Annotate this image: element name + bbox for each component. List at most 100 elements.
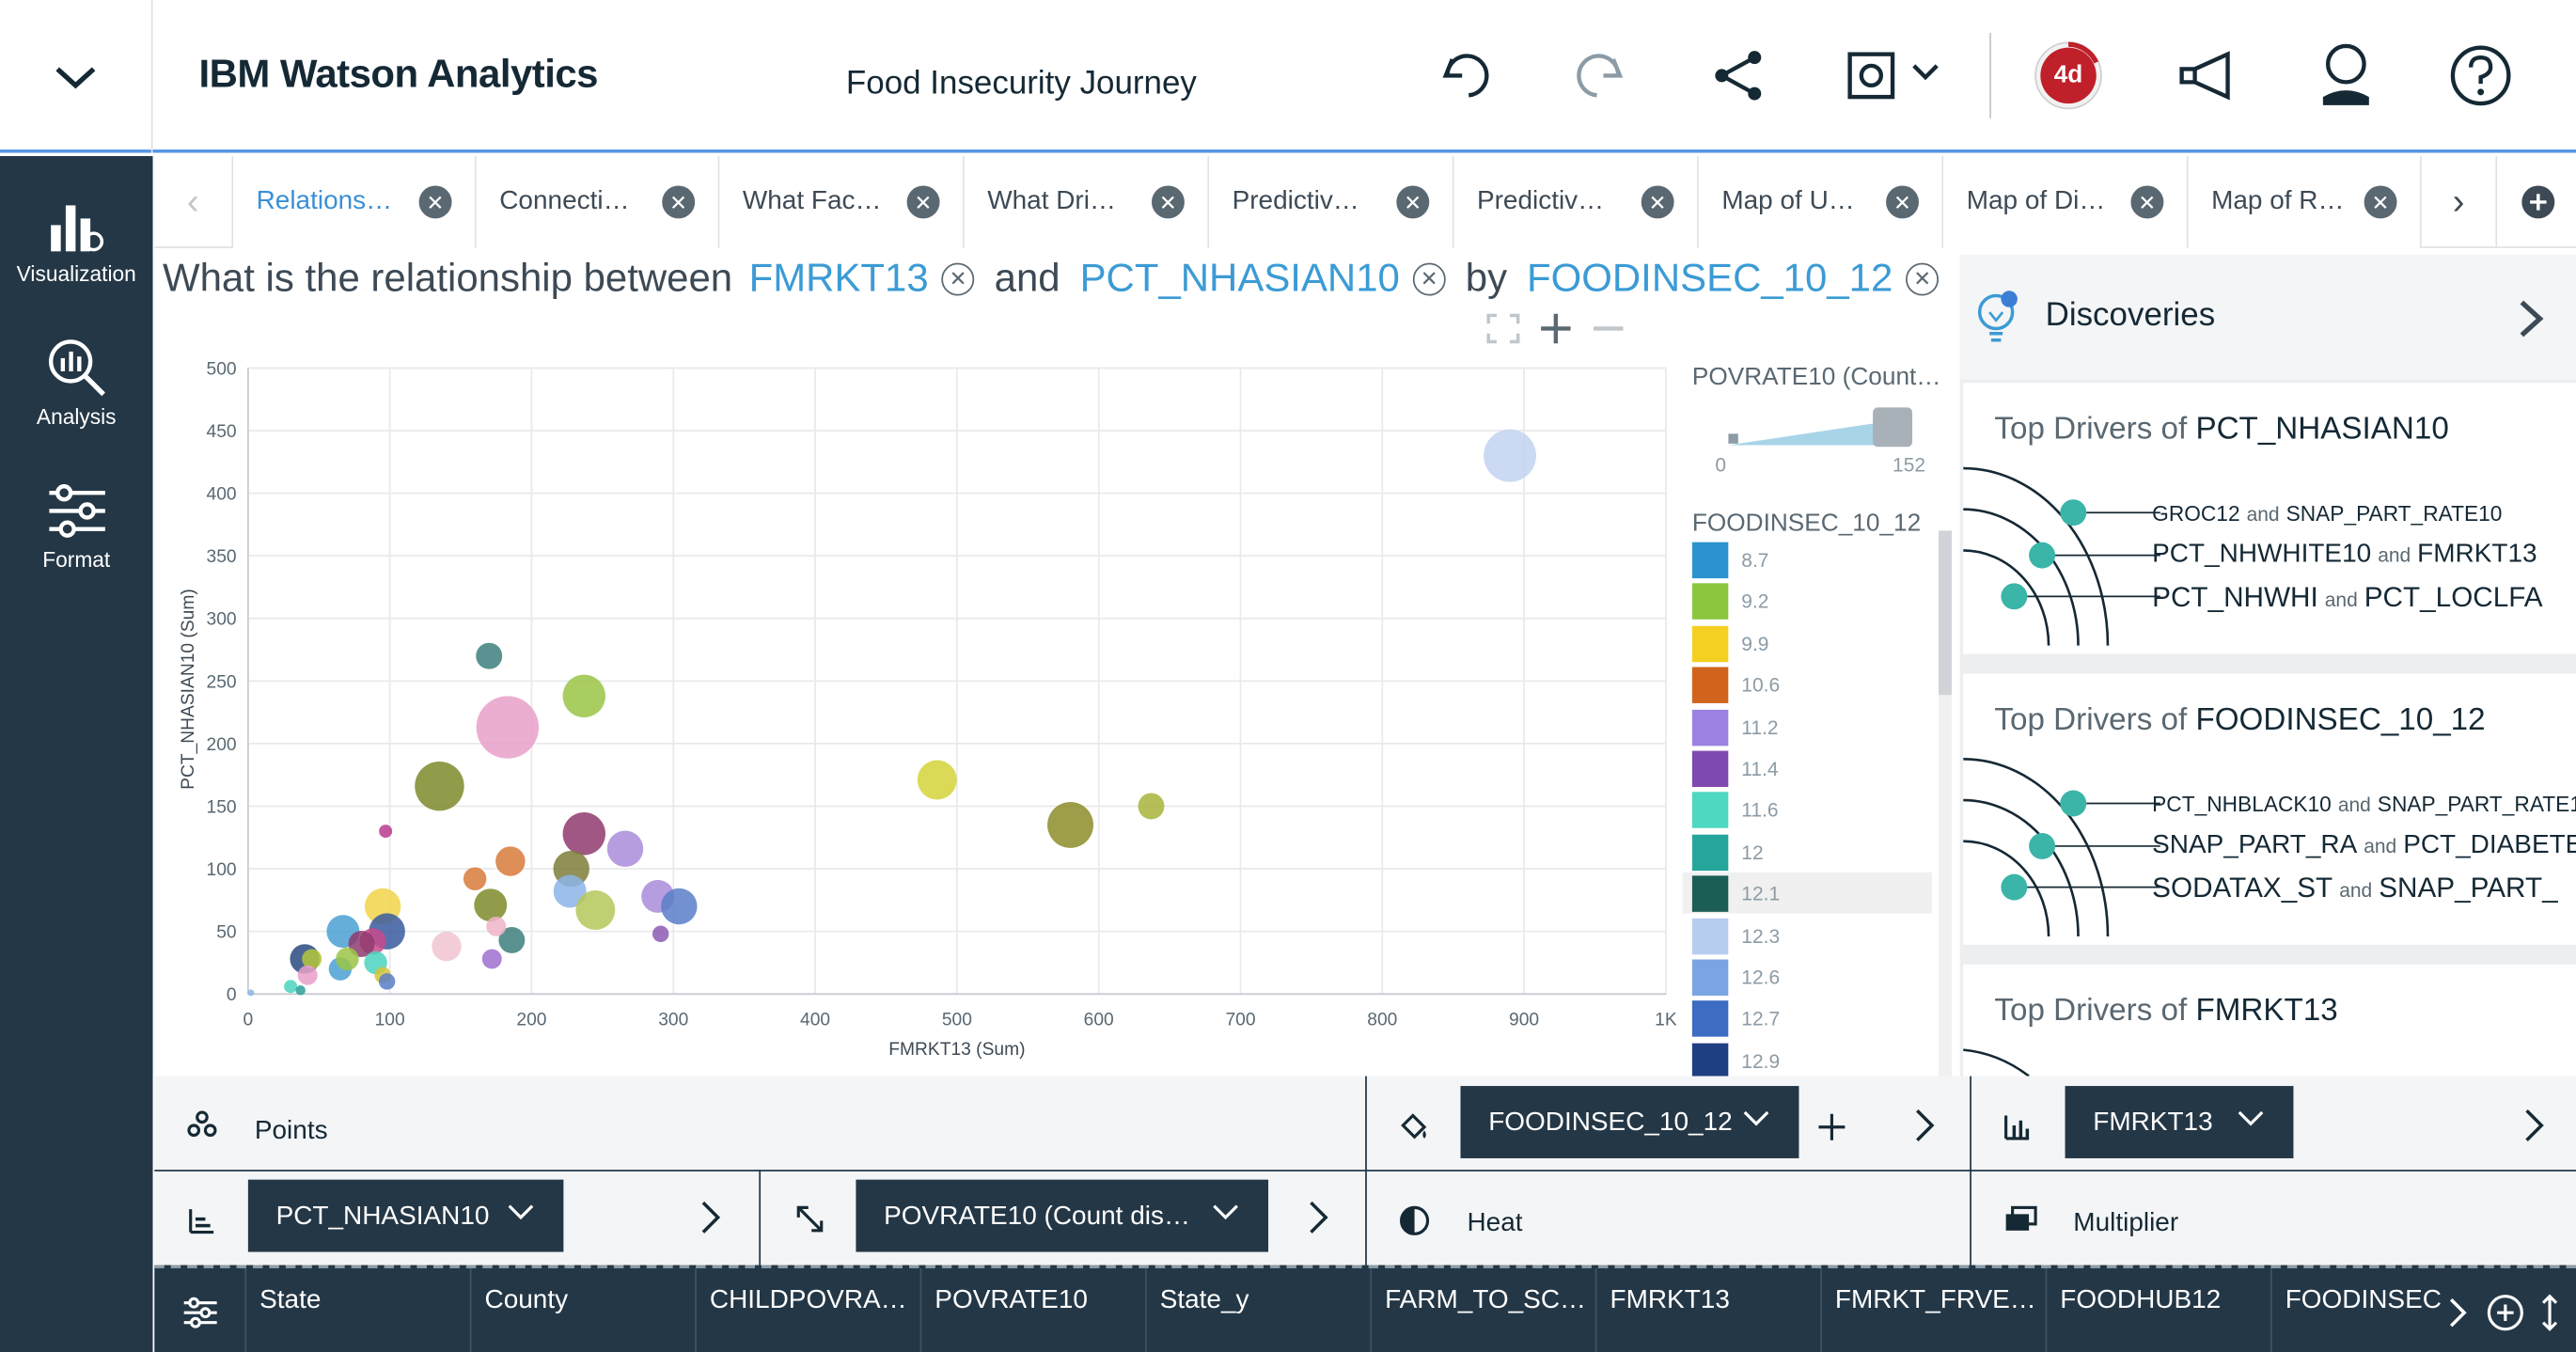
tab-map-u[interactable]: Map of U… ✕: [1698, 156, 1944, 248]
remove-field-icon[interactable]: ✕: [1412, 262, 1446, 296]
legend-item[interactable]: 9.9: [1682, 622, 1932, 664]
close-icon[interactable]: ✕: [2364, 185, 2397, 219]
announcements-button[interactable]: [2172, 39, 2244, 112]
legend-item[interactable]: 12.6: [1682, 956, 1932, 998]
legend-item[interactable]: 11.6: [1682, 789, 1932, 830]
zoom-in-button[interactable]: [1536, 310, 1576, 346]
nav-format[interactable]: Format: [0, 459, 153, 590]
discovery-card[interactable]: Top Drivers of FOODINSEC_10_12 PCT_NHBLA…: [1963, 673, 2576, 945]
legend-item[interactable]: 12.3: [1682, 915, 1932, 956]
tab-predictive-1[interactable]: Predictiv… ✕: [1209, 156, 1454, 248]
question-field-color[interactable]: FOODINSEC_10_12: [1527, 256, 1893, 301]
legend-scroll-thumb[interactable]: [1938, 530, 1952, 696]
column-header[interactable]: FOODHUB12: [2047, 1268, 2272, 1352]
data-point[interactable]: [379, 825, 393, 839]
share-button[interactable]: [1702, 39, 1774, 112]
y-field-pill[interactable]: PCT_NHASIAN10: [247, 1179, 564, 1252]
shelf-multiplier[interactable]: Multiplier: [1970, 1171, 2576, 1266]
document-title[interactable]: Food Insecurity Journey: [845, 65, 1197, 102]
undo-button[interactable]: [1429, 39, 1501, 112]
legend-item[interactable]: 11.4: [1682, 747, 1932, 789]
column-header[interactable]: County: [472, 1268, 697, 1352]
data-point[interactable]: [553, 874, 587, 908]
discovery-card[interactable]: Top Drivers of FMRKT13: [1963, 964, 2576, 1077]
legend-item[interactable]: 12.9: [1682, 1040, 1932, 1077]
data-point[interactable]: [575, 890, 616, 930]
shelf-heat[interactable]: Heat: [1365, 1171, 1970, 1266]
data-point[interactable]: [474, 888, 508, 922]
data-point[interactable]: [476, 696, 540, 759]
add-field-icon[interactable]: [1815, 1110, 1848, 1143]
close-icon[interactable]: ✕: [662, 185, 696, 219]
data-point[interactable]: [562, 812, 605, 856]
tab-what-factors[interactable]: What Fac… ✕: [719, 156, 965, 248]
user-button[interactable]: [2310, 39, 2382, 112]
question-field-y[interactable]: PCT_NHASIAN10: [1079, 256, 1400, 301]
data-point[interactable]: [661, 888, 698, 925]
column-header[interactable]: POVRATE10: [921, 1268, 1147, 1352]
tab-predictive-2[interactable]: Predictiv… ✕: [1453, 156, 1699, 248]
data-point[interactable]: [1047, 801, 1093, 848]
tab-scroll-right[interactable]: ›: [2422, 156, 2498, 248]
data-point[interactable]: [297, 965, 318, 985]
multiplier-field-pill[interactable]: FMRKT13: [2065, 1086, 2294, 1158]
discoveries-header[interactable]: Discoveries: [1959, 254, 2576, 380]
tab-scroll-left[interactable]: ‹: [154, 156, 234, 248]
column-header[interactable]: CHILDPOVRA…: [697, 1268, 922, 1352]
close-icon[interactable]: ✕: [2130, 185, 2164, 219]
data-point[interactable]: [336, 947, 359, 971]
chevron-right-icon[interactable]: [2446, 1295, 2469, 1330]
close-icon[interactable]: ✕: [906, 185, 940, 219]
data-point[interactable]: [481, 949, 502, 969]
close-icon[interactable]: ✕: [418, 185, 452, 219]
column-header[interactable]: FMRKT_FRVE…: [1822, 1268, 2048, 1352]
redo-button[interactable]: [1564, 39, 1637, 112]
legend-scrollbar[interactable]: [1938, 530, 1952, 1077]
chevron-right-icon[interactable]: [2515, 297, 2548, 339]
snapshot-dropdown[interactable]: [1837, 39, 1952, 112]
column-header[interactable]: State: [246, 1268, 472, 1352]
remove-field-icon[interactable]: ✕: [1906, 262, 1940, 296]
data-point[interactable]: [476, 642, 503, 669]
data-point[interactable]: [1484, 429, 1536, 482]
add-tab-button[interactable]: [2499, 156, 2576, 248]
nav-analysis[interactable]: Analysis: [0, 316, 153, 448]
size-field-pill[interactable]: POVRATE10 (Count dis…: [856, 1179, 1269, 1252]
zoom-out-button[interactable]: [1589, 310, 1628, 346]
tab-what-drives[interactable]: What Dri… ✕: [964, 156, 1210, 248]
chevron-right-icon[interactable]: [2521, 1106, 2548, 1145]
chevron-right-icon[interactable]: [699, 1198, 725, 1237]
legend-item[interactable]: 12: [1682, 831, 1932, 873]
tab-map-di[interactable]: Map of Di… ✕: [1943, 156, 2189, 248]
data-point[interactable]: [652, 925, 669, 943]
column-header[interactable]: FARM_TO_SC…: [1372, 1268, 1597, 1352]
help-button[interactable]: [2444, 39, 2517, 112]
nav-visualization[interactable]: Visualization: [0, 172, 153, 304]
add-column-icon[interactable]: [2486, 1293, 2525, 1332]
column-header[interactable]: FOODINSEC: [2272, 1268, 2498, 1352]
close-icon[interactable]: ✕: [1886, 185, 1920, 219]
chevron-right-icon[interactable]: [1912, 1106, 1939, 1145]
question-field-x[interactable]: FMRKT13: [748, 256, 929, 301]
fit-to-view-button[interactable]: [1484, 310, 1523, 346]
data-point[interactable]: [495, 846, 526, 876]
close-icon[interactable]: ✕: [1641, 185, 1674, 219]
notification-button[interactable]: 4d: [2033, 39, 2105, 112]
columns-settings-button[interactable]: [154, 1268, 247, 1352]
color-field-pill[interactable]: FOODINSEC_10_12: [1460, 1086, 1799, 1158]
data-point[interactable]: [1138, 793, 1165, 820]
legend-item[interactable]: 11.2: [1682, 706, 1932, 747]
data-point[interactable]: [378, 973, 396, 990]
data-point[interactable]: [302, 949, 322, 969]
data-point[interactable]: [486, 916, 507, 936]
data-point[interactable]: [247, 989, 255, 997]
tab-map-r[interactable]: Map of R… ✕: [2188, 156, 2422, 248]
column-header[interactable]: State_y: [1147, 1268, 1373, 1352]
legend-item[interactable]: 12.1: [1682, 873, 1933, 914]
legend-item[interactable]: 8.7: [1682, 539, 1932, 580]
chevron-right-icon[interactable]: [1306, 1198, 1332, 1237]
discovery-card[interactable]: Top Drivers of PCT_NHASIAN10 GROC12 and SN…: [1963, 383, 2576, 654]
data-point[interactable]: [415, 761, 464, 811]
data-point[interactable]: [917, 760, 957, 800]
menu-button[interactable]: [0, 0, 153, 153]
